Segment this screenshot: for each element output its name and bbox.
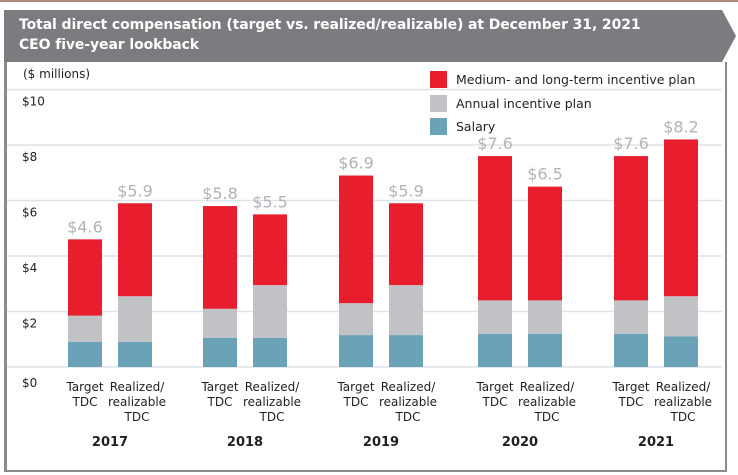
x-tick-label-2020-realized: Realized/ [520, 380, 576, 394]
total-label-2017-target: $4.6 [67, 217, 103, 236]
legend-item-salary: Salary [430, 117, 495, 135]
legend-label-aip: Annual incentive plan [456, 95, 592, 111]
x-tick-label-2020-realized: realizable [518, 395, 576, 409]
group-label-2018: 2018 [227, 435, 263, 450]
bar-segment-2020-realized-annual-incentive-plan [528, 300, 562, 334]
total-label-2019-realized: $5.9 [388, 181, 424, 200]
x-tick-label-2019-realized: TDC [395, 410, 421, 424]
x-tick-label-2021-realized: TDC [670, 410, 696, 424]
bar-segment-2017-target-medium-and-long-term-incentive-plan [68, 239, 102, 316]
y-tick-label: $6 [22, 206, 37, 220]
chart-title-line1: Total direct compensation (target vs. re… [19, 17, 641, 33]
x-tick-label-2020-realized: TDC [534, 410, 560, 424]
x-tick-label-2017-realized: Realized/ [110, 380, 166, 394]
legend-swatch-aip [430, 94, 447, 112]
x-tick-label-2019-target: TDC [343, 395, 369, 409]
bar-segment-2020-realized-salary [528, 333, 562, 367]
legend-swatch-ltip [430, 70, 447, 88]
group-label-2019: 2019 [363, 435, 399, 450]
bar-segment-2019-realized-medium-and-long-term-incentive-plan [389, 203, 423, 286]
y-tick-label: $8 [22, 150, 37, 164]
x-tick-label-2017-target: Target [65, 380, 103, 394]
chart-title: Total direct compensation (target vs. re… [19, 15, 641, 55]
bar-segment-2020-target-salary [478, 333, 512, 367]
bar-segment-2017-target-salary [68, 342, 102, 367]
group-label-2021: 2021 [638, 435, 674, 450]
bar-segment-2021-target-salary [614, 333, 648, 367]
x-tick-label-2021-realized: realizable [654, 395, 712, 409]
bar-segment-2021-realized-annual-incentive-plan [664, 296, 698, 337]
y-tick-label: $2 [22, 317, 37, 331]
x-tick-label-2019-realized: Realized/ [381, 380, 437, 394]
chart-title-line2: CEO five-year lookback [19, 37, 200, 53]
y-tick-label: $10 [22, 95, 45, 109]
x-tick-label-2019-realized: realizable [379, 395, 437, 409]
x-tick-label-2017-realized: TDC [124, 410, 150, 424]
title-banner: Total direct compensation (target vs. re… [4, 10, 722, 62]
bar-segment-2020-realized-medium-and-long-term-incentive-plan [528, 186, 562, 301]
bar-segment-2020-target-annual-incentive-plan [478, 300, 512, 334]
x-tick-label-2019-target: Target [336, 380, 374, 394]
x-tick-label-2021-target: TDC [618, 395, 644, 409]
total-label-2020-realized: $6.5 [527, 165, 563, 184]
x-tick-label-2020-target: TDC [482, 395, 508, 409]
chart-frame [4, 62, 727, 472]
bar-segment-2018-realized-medium-and-long-term-incentive-plan [253, 214, 287, 286]
bar-segment-2017-realized-medium-and-long-term-incentive-plan [118, 203, 152, 297]
total-label-2017-realized: $5.9 [117, 181, 153, 200]
y-axis-unit-label: ($ millions) [23, 67, 91, 81]
bar-segment-2019-realized-annual-incentive-plan [389, 285, 423, 336]
legend-label-salary: Salary [456, 118, 496, 134]
bar-segment-2019-target-salary [339, 335, 373, 367]
total-label-2019-target: $6.9 [338, 154, 374, 173]
x-tick-label-2021-realized: Realized/ [656, 380, 712, 394]
x-tick-label-2018-realized: Realized/ [245, 380, 301, 394]
bar-segment-2018-realized-annual-incentive-plan [253, 285, 287, 338]
bar-segment-2019-target-annual-incentive-plan [339, 303, 373, 336]
total-label-2021-target: $7.6 [613, 134, 649, 153]
banner-arrow-icon [722, 10, 736, 62]
x-tick-label-2018-realized: realizable [243, 395, 301, 409]
bar-segment-2018-realized-salary [253, 337, 287, 367]
x-tick-label-2020-target: Target [475, 380, 513, 394]
x-tick-label-2018-target: TDC [207, 395, 233, 409]
group-label-2017: 2017 [92, 435, 128, 450]
bar-segment-2017-realized-salary [118, 342, 152, 367]
top-rule [0, 0, 738, 2]
y-tick-label: $0 [22, 376, 37, 390]
bar-segment-2021-realized-salary [664, 336, 698, 367]
x-tick-label-2017-target: TDC [72, 395, 98, 409]
bar-segment-2021-target-medium-and-long-term-incentive-plan [614, 156, 648, 301]
bar-segment-2021-realized-medium-and-long-term-incentive-plan [664, 139, 698, 297]
legend-item-ltip: Medium- and long-term incentive plan [430, 70, 695, 88]
y-tick-label: $4 [22, 261, 37, 275]
bar-segment-2018-target-annual-incentive-plan [203, 308, 237, 338]
total-label-2021-realized: $8.2 [663, 117, 699, 136]
x-tick-label-2017-realized: realizable [108, 395, 166, 409]
legend-swatch-salary [430, 117, 447, 135]
total-label-2018-realized: $5.5 [252, 192, 288, 211]
bar-segment-2019-target-medium-and-long-term-incentive-plan [339, 175, 373, 304]
bar-segment-2021-target-annual-incentive-plan [614, 300, 648, 334]
total-label-2020-target: $7.6 [477, 134, 513, 153]
bar-segment-2018-target-medium-and-long-term-incentive-plan [203, 206, 237, 309]
legend-item-aip: Annual incentive plan [430, 94, 592, 112]
bar-segment-2019-realized-salary [389, 335, 423, 367]
total-label-2018-target: $5.8 [202, 184, 238, 203]
group-label-2020: 2020 [502, 435, 538, 450]
x-tick-label-2021-target: Target [611, 380, 649, 394]
bar-segment-2017-realized-annual-incentive-plan [118, 296, 152, 343]
bar-segment-2020-target-medium-and-long-term-incentive-plan [478, 156, 512, 301]
x-tick-label-2018-realized: TDC [259, 410, 285, 424]
bar-segment-2018-target-salary [203, 337, 237, 367]
bar-segment-2017-target-annual-incentive-plan [68, 315, 102, 343]
x-tick-label-2018-target: Target [200, 380, 238, 394]
legend-label-ltip: Medium- and long-term incentive plan [456, 71, 696, 87]
